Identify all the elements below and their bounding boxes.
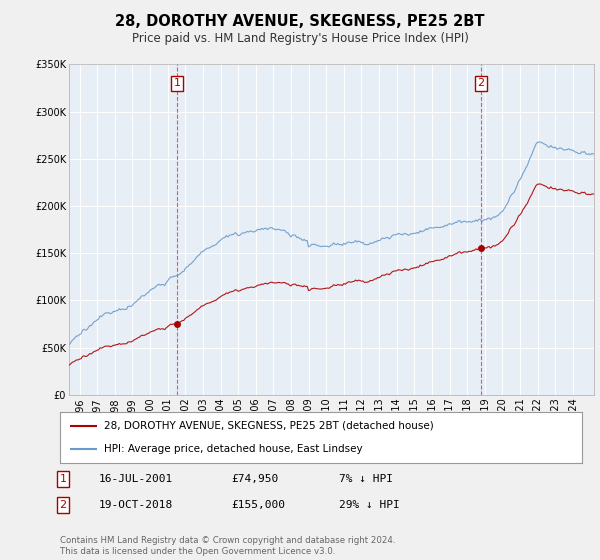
- Text: 16-JUL-2001: 16-JUL-2001: [99, 474, 173, 484]
- Text: Contains HM Land Registry data © Crown copyright and database right 2024.
This d: Contains HM Land Registry data © Crown c…: [60, 536, 395, 556]
- Text: £155,000: £155,000: [231, 500, 285, 510]
- Text: £74,950: £74,950: [231, 474, 278, 484]
- Text: 29% ↓ HPI: 29% ↓ HPI: [339, 500, 400, 510]
- Text: 1: 1: [173, 78, 181, 88]
- Text: 7% ↓ HPI: 7% ↓ HPI: [339, 474, 393, 484]
- Text: 28, DOROTHY AVENUE, SKEGNESS, PE25 2BT (detached house): 28, DOROTHY AVENUE, SKEGNESS, PE25 2BT (…: [104, 421, 434, 431]
- Text: 19-OCT-2018: 19-OCT-2018: [99, 500, 173, 510]
- Text: HPI: Average price, detached house, East Lindsey: HPI: Average price, detached house, East…: [104, 444, 363, 454]
- Text: 2: 2: [478, 78, 485, 88]
- Text: Price paid vs. HM Land Registry's House Price Index (HPI): Price paid vs. HM Land Registry's House …: [131, 32, 469, 45]
- Text: 2: 2: [59, 500, 67, 510]
- Text: 28, DOROTHY AVENUE, SKEGNESS, PE25 2BT: 28, DOROTHY AVENUE, SKEGNESS, PE25 2BT: [115, 14, 485, 29]
- Text: 1: 1: [59, 474, 67, 484]
